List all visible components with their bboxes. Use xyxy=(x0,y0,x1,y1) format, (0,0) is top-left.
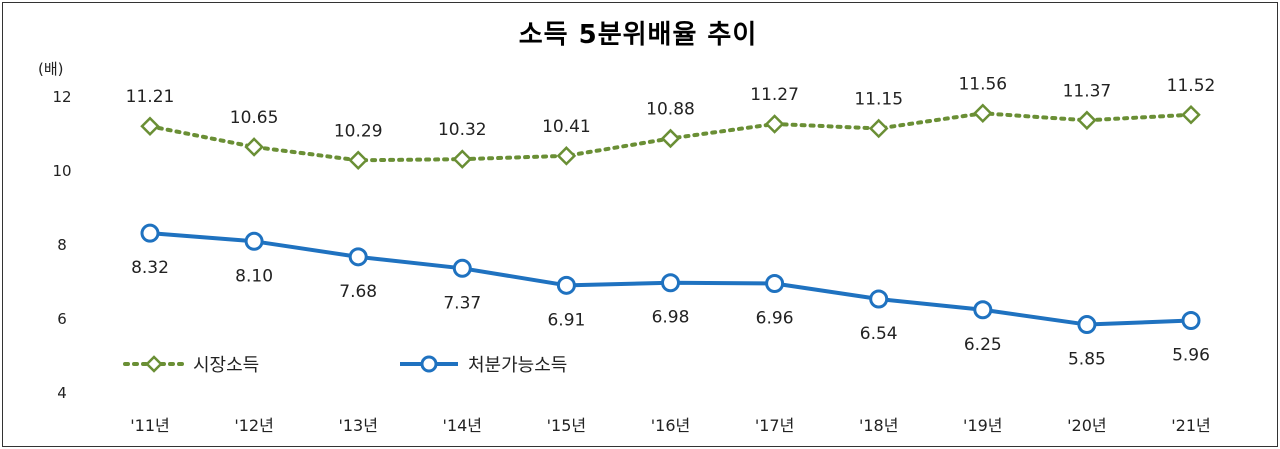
data-label: 10.41 xyxy=(542,117,591,137)
data-point-circle xyxy=(140,223,160,243)
y-tick-label: 12 xyxy=(52,88,71,106)
x-tick-label: '14년 xyxy=(443,416,482,435)
data-point-circle xyxy=(348,247,368,267)
x-tick-label: '21년 xyxy=(1171,416,1210,435)
data-label: 5.85 xyxy=(1068,350,1106,370)
y-axis-label: (배) xyxy=(38,60,64,78)
data-point-circle xyxy=(765,273,785,293)
data-point-circle xyxy=(661,273,680,293)
data-label: 6.54 xyxy=(860,324,898,344)
legend: 시장소득 처분가능소득 xyxy=(123,355,567,376)
y-tick-label: 6 xyxy=(57,310,67,328)
data-point-diamond xyxy=(764,114,785,134)
data-label: 7.68 xyxy=(339,282,377,302)
data-label: 10.32 xyxy=(438,120,487,140)
x-axis-ticks: '11년 '12년 '13년 '14년 '15년 '16년 '17년 '18년 '19년 '20년… xyxy=(130,416,1210,435)
data-label: 10.88 xyxy=(646,99,695,119)
data-label: 10.29 xyxy=(334,121,383,141)
data-point-diamond xyxy=(556,146,577,166)
data-point-circle xyxy=(556,275,576,295)
data-point-circle xyxy=(1077,315,1097,335)
data-label: 11.37 xyxy=(1063,81,1112,101)
data-point-diamond xyxy=(660,128,681,149)
data-labels: 11.21 10.65 10.29 10.32 10.41 10.88 11.27 11.15… xyxy=(126,74,1216,369)
data-point-circle xyxy=(452,258,472,278)
data-label: 6.96 xyxy=(756,308,794,328)
x-tick-label: '17년 xyxy=(755,416,794,435)
data-label: 6.25 xyxy=(964,335,1002,355)
x-tick-label: '19년 xyxy=(963,416,1002,435)
data-point-diamond xyxy=(1077,110,1097,131)
data-label: 11.15 xyxy=(854,89,903,109)
legend-marker-diamond xyxy=(145,355,163,373)
data-label: 11.52 xyxy=(1167,76,1216,96)
data-label: 5.96 xyxy=(1172,345,1210,365)
chart-title: 소득 5분위배율 추이 xyxy=(518,20,758,50)
y-tick-label: 8 xyxy=(57,236,67,254)
data-point-circle xyxy=(869,289,889,309)
legend-marker-circle xyxy=(420,355,438,373)
x-tick-label: '20년 xyxy=(1067,416,1106,435)
data-label: 6.91 xyxy=(547,310,585,330)
data-label: 10.65 xyxy=(230,108,279,128)
data-point-diamond xyxy=(973,103,993,124)
x-tick-label: '18년 xyxy=(859,416,898,435)
x-tick-label: '13년 xyxy=(338,416,377,435)
data-point-diamond xyxy=(244,137,264,157)
data-point-diamond xyxy=(348,150,368,171)
data-point-circle xyxy=(973,300,993,320)
data-label: 11.56 xyxy=(958,74,1007,94)
y-axis-ticks: 4 6 8 10 12 xyxy=(52,88,71,402)
data-point-diamond xyxy=(1181,104,1201,125)
data-point-circle xyxy=(1181,310,1201,330)
data-label: 8.32 xyxy=(131,258,169,278)
data-point-circle xyxy=(244,231,264,251)
data-point-diamond xyxy=(868,118,889,139)
data-label: 7.37 xyxy=(443,293,481,313)
data-label: 8.10 xyxy=(235,266,273,286)
data-point-diamond xyxy=(452,149,473,169)
data-label: 11.27 xyxy=(750,85,799,105)
data-label: 11.21 xyxy=(126,87,175,107)
x-tick-label: '11년 xyxy=(130,416,169,435)
x-tick-label: '12년 xyxy=(234,416,273,435)
x-tick-label: '16년 xyxy=(651,416,690,435)
series-markers xyxy=(140,103,1201,335)
legend-label: 처분가능소득 xyxy=(468,355,567,376)
data-label: 6.98 xyxy=(652,308,690,328)
data-point-diamond xyxy=(140,116,160,136)
x-tick-label: '15년 xyxy=(547,416,586,435)
legend-label: 시장소득 xyxy=(193,355,259,376)
y-tick-label: 4 xyxy=(57,384,67,402)
y-tick-label: 10 xyxy=(52,162,71,180)
